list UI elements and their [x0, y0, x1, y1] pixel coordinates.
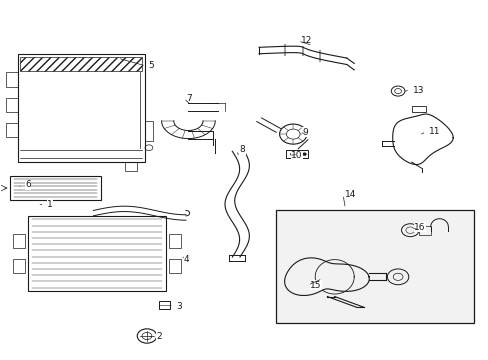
- Bar: [5, 72, 18, 87]
- Bar: [168, 234, 181, 248]
- Text: 14: 14: [345, 190, 356, 199]
- Text: 4: 4: [183, 255, 189, 264]
- Text: 9: 9: [302, 128, 307, 137]
- Circle shape: [302, 153, 306, 156]
- Text: 1: 1: [47, 200, 53, 209]
- Text: 16: 16: [413, 223, 425, 232]
- Bar: [27, 216, 166, 291]
- Bar: [276, 211, 473, 323]
- Bar: [285, 149, 307, 158]
- Bar: [144, 121, 153, 140]
- Text: 11: 11: [428, 127, 439, 136]
- Bar: [5, 98, 18, 112]
- Text: 3: 3: [176, 302, 182, 311]
- Bar: [20, 57, 142, 71]
- Bar: [18, 54, 144, 162]
- Text: 5: 5: [148, 62, 154, 71]
- Text: 15: 15: [310, 280, 321, 289]
- Text: 12: 12: [300, 36, 311, 45]
- Text: 7: 7: [185, 94, 191, 103]
- Text: 6: 6: [25, 180, 31, 189]
- Bar: [411, 107, 426, 112]
- Bar: [125, 162, 137, 171]
- Bar: [5, 123, 18, 137]
- Bar: [10, 176, 101, 200]
- Bar: [13, 259, 25, 273]
- Text: 13: 13: [412, 86, 424, 95]
- Bar: [159, 301, 169, 309]
- Text: 10: 10: [291, 151, 302, 160]
- Bar: [13, 234, 25, 248]
- Bar: [418, 226, 430, 234]
- Text: 8: 8: [239, 145, 245, 154]
- Text: 2: 2: [157, 332, 162, 341]
- Bar: [168, 259, 181, 273]
- Circle shape: [290, 153, 294, 156]
